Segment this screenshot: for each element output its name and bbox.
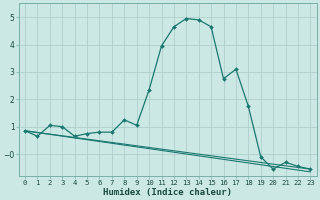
X-axis label: Humidex (Indice chaleur): Humidex (Indice chaleur) (103, 188, 232, 197)
